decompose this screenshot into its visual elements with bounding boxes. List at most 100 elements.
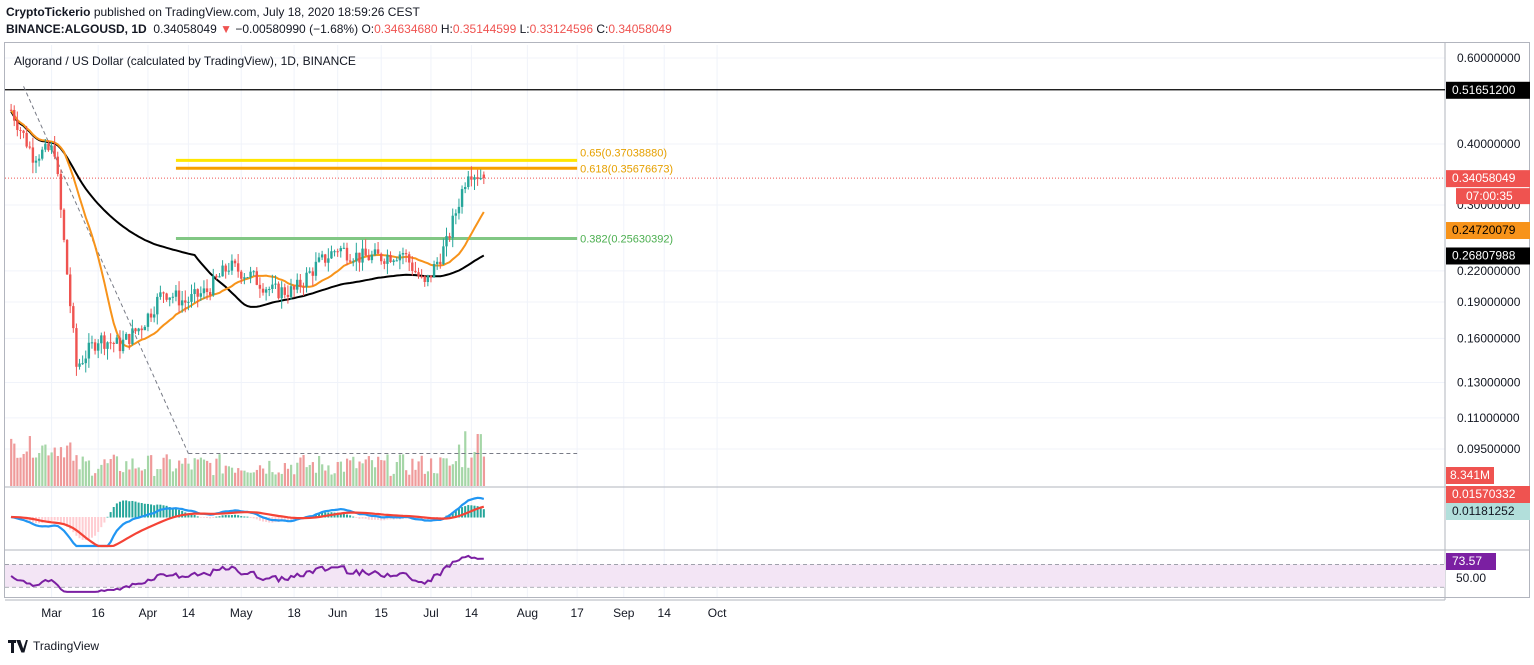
macd-histogram-bar xyxy=(380,517,383,521)
macd-histogram-bar xyxy=(44,517,47,523)
macd-histogram-bar xyxy=(100,517,103,528)
candle-body xyxy=(230,260,234,271)
macd-histogram-bar xyxy=(386,517,389,520)
candle-body xyxy=(442,246,445,265)
candle-body xyxy=(261,288,265,293)
candle-body xyxy=(324,254,327,263)
rsi-label-bg xyxy=(1446,553,1496,570)
candle-body xyxy=(224,265,227,272)
macd-histogram-bar xyxy=(420,517,423,520)
candle-body xyxy=(19,129,22,131)
volume-bar xyxy=(31,457,35,486)
ma-200-price-label-bg xyxy=(1446,247,1530,265)
candle-body xyxy=(112,343,115,345)
volume-bar xyxy=(308,464,311,486)
candle-body xyxy=(96,343,100,351)
volume-bar xyxy=(97,468,100,486)
volume-bar xyxy=(342,471,346,486)
candle-body xyxy=(128,334,131,344)
macd-histogram-bar xyxy=(206,517,209,518)
macd-histogram-bar xyxy=(461,507,464,518)
ohlc-line: BINANCE:ALGOUSD, 1D 0.34058049 ▼ −0.0058… xyxy=(6,22,672,36)
macd-histogram-bar xyxy=(178,509,181,518)
candle-body xyxy=(299,279,302,287)
resistance-price-label-bg xyxy=(1446,81,1530,99)
macd-histogram-bar xyxy=(383,517,386,521)
candles[interactable] xyxy=(9,103,486,376)
candle-body xyxy=(124,334,128,340)
volume-bar xyxy=(274,474,277,486)
macd-histogram-bar xyxy=(140,503,143,518)
time-tick-label: Aug xyxy=(517,606,538,620)
candle-body xyxy=(429,275,433,278)
candle-body xyxy=(65,239,69,275)
candle-body xyxy=(13,109,16,121)
volume-label-bg xyxy=(1446,467,1494,484)
macd-histogram-bar xyxy=(190,513,193,518)
volume-bar xyxy=(336,461,339,486)
volume-bar xyxy=(212,475,215,486)
volume-bar xyxy=(408,474,411,486)
candle-body xyxy=(358,252,361,263)
candle-body xyxy=(473,177,476,180)
volume-bar xyxy=(72,460,75,486)
macd-histogram-bar xyxy=(373,517,376,520)
candle-body xyxy=(289,286,293,297)
macd-histogram-bar xyxy=(464,506,467,518)
candle-body xyxy=(215,275,218,278)
candle-body xyxy=(131,328,134,344)
ma-50-line xyxy=(10,109,485,349)
volume-bar xyxy=(168,459,171,486)
footer-brand[interactable]: TradingView xyxy=(33,639,100,653)
volume-bar xyxy=(44,444,47,486)
volume-bar xyxy=(451,464,454,486)
macd-histogram-bar xyxy=(355,517,358,518)
candle-body xyxy=(258,284,262,289)
volume-bar xyxy=(377,456,380,486)
volume-bar xyxy=(473,451,476,486)
macd-histogram-bar xyxy=(87,517,90,540)
macd-histogram-bar xyxy=(118,501,121,518)
time-tick-label: Jun xyxy=(328,606,347,620)
volume-bar xyxy=(305,467,308,486)
candle-body xyxy=(274,283,277,285)
candle-body xyxy=(320,254,324,258)
macd-histogram-bar xyxy=(78,517,81,539)
volume-bar xyxy=(383,460,386,486)
rsi-label: 50.00 xyxy=(1456,571,1486,585)
candle-body xyxy=(212,275,215,296)
candle-body xyxy=(93,342,97,351)
fib-label: 0.618(0.35676673) xyxy=(580,163,673,175)
candle-body xyxy=(90,342,94,344)
volume-bar xyxy=(13,443,16,486)
volume-bar xyxy=(190,469,193,486)
price-tick-label: 0.16000000 xyxy=(1457,331,1521,345)
candle-body xyxy=(118,337,122,352)
candle-body xyxy=(87,342,91,359)
macd-histogram-bar xyxy=(50,517,53,522)
volume-bar xyxy=(361,463,364,486)
macd-histogram-bar xyxy=(352,516,355,518)
candle-body xyxy=(121,339,125,352)
overlays: 0.65(0.37038880) 0.618(0.35676673) 0.382(0… xyxy=(5,86,1445,455)
macd-histogram-bar xyxy=(457,509,460,518)
volume-bar xyxy=(373,467,377,486)
candle-body xyxy=(342,247,346,249)
volume-bar xyxy=(34,457,38,486)
publisher-name[interactable]: CryptoTickerio xyxy=(6,5,91,19)
macd-histogram-bar xyxy=(109,512,112,518)
candle-body xyxy=(386,255,389,264)
candle-body xyxy=(134,328,137,332)
volume-bar xyxy=(38,453,41,486)
volume-bar xyxy=(358,461,361,486)
candle-body xyxy=(227,270,231,272)
candle-body xyxy=(302,286,305,288)
volume-bar xyxy=(202,459,206,486)
volume-bar xyxy=(28,436,31,486)
macd-histogram-bar xyxy=(234,514,237,518)
candle-body xyxy=(41,149,44,159)
volume-bar xyxy=(162,457,165,486)
price-tick-label: 0.19000000 xyxy=(1457,295,1521,309)
symbol-label: BINANCE:ALGOUSD, 1D xyxy=(6,22,147,36)
